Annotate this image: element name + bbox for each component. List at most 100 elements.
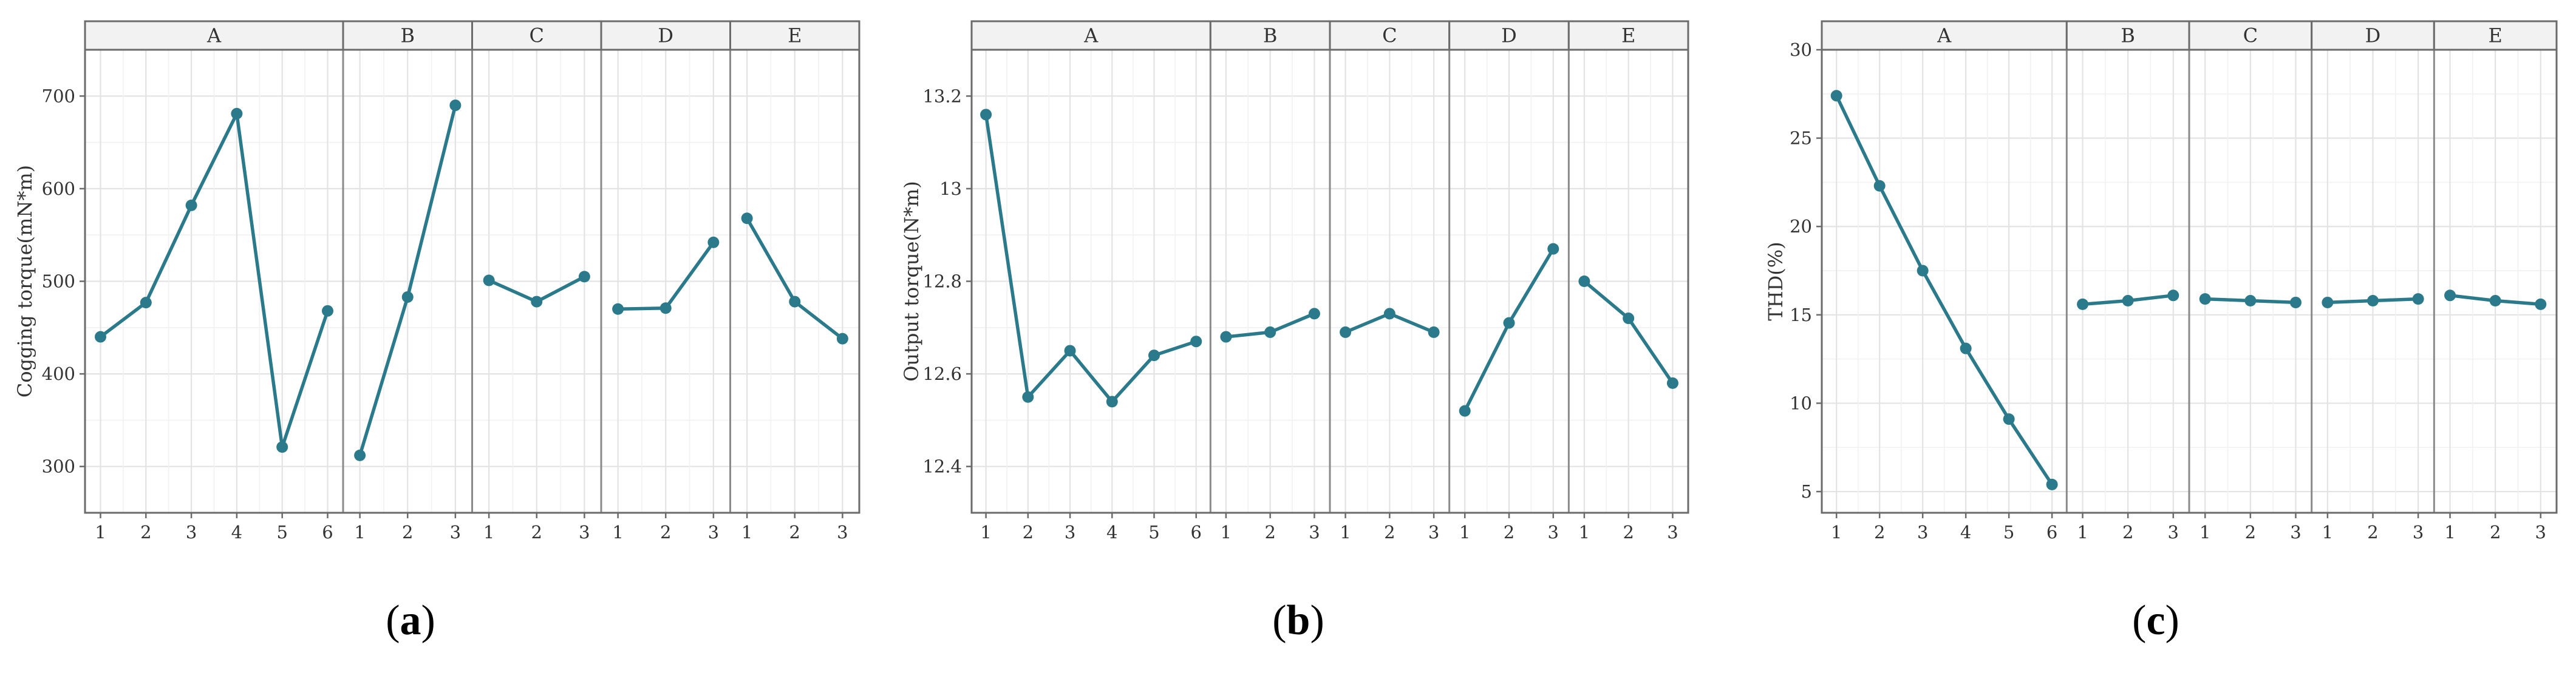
- x-tick-label: 2: [402, 522, 413, 543]
- data-point-E-2: [2489, 295, 2501, 307]
- data-point-D-1: [1459, 405, 1471, 417]
- x-tick-label: 2: [531, 522, 542, 543]
- data-point-B-1: [2077, 298, 2089, 310]
- y-tick-label: 15: [1790, 305, 1812, 325]
- facet-label-A: A: [1083, 24, 1099, 47]
- facet-strip-D: [600, 20, 731, 51]
- facet-strip-A: [1821, 20, 2068, 51]
- panel-caption: (a): [386, 597, 435, 644]
- x-tick-label: 4: [231, 522, 242, 543]
- y-tick-label: 25: [1790, 128, 1812, 149]
- data-point-A-2: [1873, 180, 1886, 192]
- y-tick-label: 600: [42, 178, 75, 199]
- data-point-A-1: [1830, 90, 1842, 102]
- x-tick-label: 3: [1065, 522, 1075, 543]
- x-tick-label: 2: [660, 522, 671, 543]
- data-point-D-2: [1503, 317, 1515, 329]
- data-point-A-5: [1148, 350, 1160, 362]
- x-tick-label: 2: [1384, 522, 1395, 543]
- data-point-B-2: [2122, 295, 2134, 307]
- series-line-A: [98, 112, 330, 449]
- caption-open: (: [1272, 597, 1286, 644]
- data-point-D-1: [612, 303, 624, 315]
- x-tick-label: 1: [612, 522, 623, 543]
- data-point-B-3: [2167, 289, 2179, 302]
- x-tick-label: 2: [2122, 522, 2133, 543]
- facet-label-C: C: [530, 24, 544, 47]
- x-tick-label: 2: [1874, 522, 1885, 543]
- data-point-D-2: [2367, 295, 2379, 307]
- data-point-E-1: [1578, 276, 1590, 287]
- data-point-B-3: [1308, 308, 1320, 320]
- facet-label-D: D: [1501, 24, 1517, 47]
- x-tick-label: 6: [1191, 522, 1202, 543]
- facet-label-A: A: [1937, 24, 1952, 47]
- data-point-B-3: [449, 100, 462, 112]
- data-point-A-6: [1190, 336, 1202, 348]
- y-tick-label: 20: [1790, 216, 1812, 237]
- data-point-E-2: [789, 296, 801, 308]
- strip-frame: [970, 20, 1689, 51]
- data-point-C-1: [2199, 293, 2211, 305]
- x-tick-label: 1: [483, 522, 494, 543]
- x-tick-label: 1: [2322, 522, 2333, 543]
- x-tick-label: 2: [1264, 522, 1275, 543]
- facet-label-E: E: [788, 24, 802, 47]
- y-tick-label: 10: [1790, 393, 1812, 413]
- data-point-E-3: [836, 333, 848, 345]
- facet-label-C: C: [2243, 24, 2258, 47]
- data-point-E-1: [741, 212, 753, 225]
- caption-open: (: [386, 597, 400, 644]
- facet-label-D: D: [658, 24, 673, 47]
- caption-open: (: [2132, 597, 2146, 644]
- x-tick-label: 5: [2003, 522, 2014, 543]
- data-point-D-3: [1547, 243, 1559, 255]
- data-point-C-1: [1340, 326, 1352, 338]
- y-axis-title: Output torque(N*m): [900, 181, 923, 382]
- data-point-D-2: [659, 302, 672, 314]
- facet-label-B: B: [1263, 24, 1278, 47]
- data-point-D-1: [2322, 296, 2334, 308]
- facet-label-B: B: [2121, 24, 2135, 47]
- y-tick-label: 400: [42, 364, 75, 384]
- data-point-B-2: [1264, 326, 1276, 338]
- data-point-B-1: [354, 449, 366, 461]
- data-point-B-1: [1220, 331, 1232, 343]
- y-axis-title: Cogging torque(mN*m): [13, 165, 36, 397]
- x-tick-label: 1: [1221, 522, 1232, 543]
- data-point-C-2: [531, 296, 543, 308]
- facet-strip-C: [2188, 20, 2313, 51]
- data-point-A-3: [185, 199, 197, 211]
- y-tick-label: 13: [939, 178, 962, 199]
- x-tick-label: 1: [1579, 522, 1590, 543]
- caption-close: ): [1310, 597, 1324, 644]
- chart-panel-b: A 1 2 3 4 5 6 B 1 2 3 C 1 2 3 D 1 2 3 E 1 2 3 12.4 12.6 12.8 13 13.…: [900, 20, 1689, 644]
- panel-caption: (b): [1272, 597, 1324, 644]
- x-tick-label: 5: [276, 522, 287, 543]
- x-tick-label: 6: [2046, 522, 2057, 543]
- chart-panel-a: A 1 2 3 4 5 6 B 1 2 3 C 1 2 3 D 1 2 3 E 1 2 3 300 400 500 600 700 Co…: [13, 20, 860, 644]
- x-tick-label: 3: [450, 522, 461, 543]
- caption-letter: b: [1287, 597, 1310, 644]
- data-point-A-4: [1960, 342, 1972, 354]
- x-tick-label: 5: [1148, 522, 1159, 543]
- x-tick-label: 3: [1667, 522, 1678, 543]
- x-tick-label: 3: [708, 522, 719, 543]
- x-tick-label: 6: [322, 522, 333, 543]
- x-tick-label: 3: [2413, 522, 2424, 543]
- x-tick-label: 2: [2367, 522, 2378, 543]
- data-point-E-3: [1666, 377, 1678, 389]
- x-tick-label: 1: [2199, 522, 2210, 543]
- x-tick-label: 3: [1309, 522, 1320, 543]
- data-point-A-6: [2046, 478, 2058, 490]
- x-tick-label: 3: [2168, 522, 2179, 543]
- x-tick-label: 2: [2245, 522, 2256, 543]
- x-tick-label: 4: [1106, 522, 1117, 543]
- facet-label-B: B: [400, 24, 415, 47]
- caption-close: ): [421, 597, 435, 644]
- x-tick-label: 3: [837, 522, 848, 543]
- data-point-C-3: [578, 271, 590, 283]
- data-point-A-3: [1917, 265, 1929, 277]
- y-axis-title: THD(%): [1764, 242, 1787, 320]
